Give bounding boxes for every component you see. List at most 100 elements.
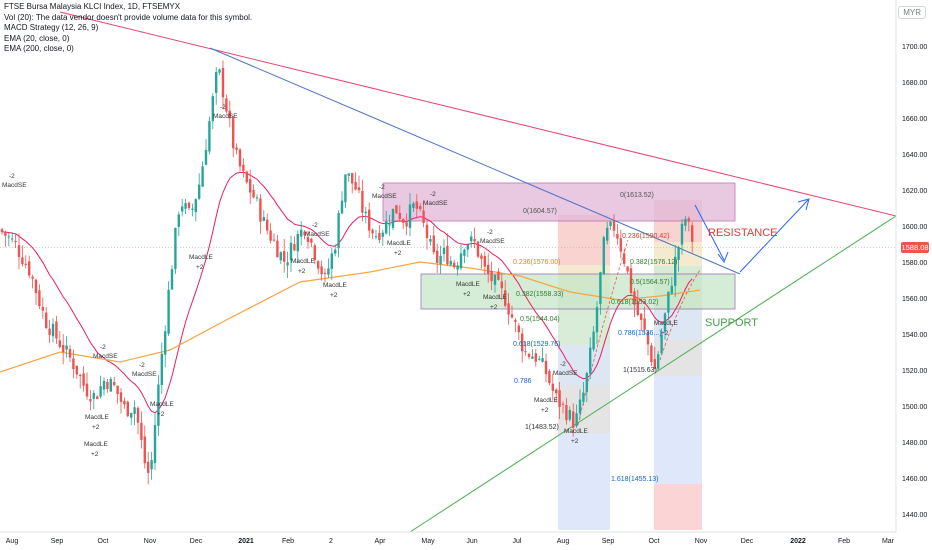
candle-body [602, 237, 605, 275]
macd-delta-label: -2 [379, 184, 385, 191]
time-tick-label: Apr [375, 538, 387, 545]
candle-body [371, 229, 374, 234]
candle-body [242, 164, 245, 171]
macd-delta-label: -2 [487, 229, 493, 236]
candle-body [170, 269, 174, 290]
candle-body [449, 260, 452, 265]
candle-body [510, 314, 514, 318]
price-tick-label: 1680.00 [902, 80, 927, 87]
candle-body [82, 373, 85, 386]
candle-body [157, 384, 160, 426]
candle-body [425, 224, 429, 239]
candle-body [320, 266, 323, 275]
candle-body [51, 323, 55, 337]
legend-macd: MACD Strategy (12, 26, 9) [4, 23, 99, 32]
candle-body [31, 276, 34, 279]
candle-body [218, 69, 221, 73]
fib-label: 1(1483.52) [525, 424, 559, 431]
candle-body [663, 313, 667, 332]
candle-body [58, 340, 61, 347]
fib-label: 0.5(1564.57) [630, 279, 670, 286]
candle-body [524, 351, 527, 353]
candle-body [245, 171, 248, 183]
candle-body [191, 208, 194, 210]
time-tick-label: Dec [741, 538, 754, 545]
currency-selector[interactable]: MYR [898, 6, 926, 19]
candle-body [28, 261, 31, 276]
candle-body [296, 234, 299, 252]
candle-body [626, 266, 629, 272]
fib-label: 1.618(1455.13) [611, 476, 658, 483]
macd-delta-label: +2 [92, 424, 100, 431]
candle-body [636, 301, 639, 315]
resistance-zone [382, 182, 736, 222]
candle-body [238, 149, 242, 167]
macd-delta-label: +2 [330, 292, 338, 299]
candle-body [201, 166, 204, 187]
candle-body [391, 208, 395, 228]
macd-delta-label: +2 [490, 304, 498, 311]
price-tick-label: 1580.00 [902, 260, 927, 267]
time-tick-label: Sep [602, 538, 615, 545]
fib-band-2-ext [654, 484, 702, 530]
macd-short-label: MacdSE [423, 200, 448, 207]
candle-body [300, 229, 303, 237]
legend-title: FTSE Bursa Malaysia KLCI Index, 1D, FTSE… [4, 2, 181, 11]
candle-body [378, 232, 381, 240]
candle-body [160, 353, 163, 385]
candle-body [204, 149, 208, 165]
resistance-annotation: RESISTANCE [708, 227, 777, 239]
candle-body [473, 239, 476, 242]
time-tick-label: Oct [98, 538, 109, 545]
macd-delta-label: +2 [463, 291, 471, 298]
candle-body [646, 331, 650, 345]
candle-body [96, 396, 99, 400]
candle-body [609, 221, 612, 226]
candle-body [283, 251, 286, 262]
time-tick-label: Jun [466, 538, 477, 545]
candle-body [75, 365, 78, 375]
candle-body [109, 378, 112, 392]
candle-body [385, 221, 388, 234]
candle-body [640, 313, 643, 320]
candle-body [592, 331, 595, 350]
candle-body [293, 244, 296, 251]
fib-label: 0.786 [514, 378, 532, 385]
candle-body [381, 232, 384, 237]
candle-body [541, 358, 544, 362]
candle-body [507, 303, 510, 315]
candle-body [490, 270, 493, 282]
candle-body [408, 204, 412, 228]
candle-body [116, 385, 119, 395]
candle-body [361, 191, 364, 213]
macd-long-label: MacdLE [534, 397, 559, 404]
price-tick-label: 1460.00 [902, 476, 927, 483]
candle-body [143, 436, 146, 464]
time-tick-label: May [421, 538, 435, 545]
macd-delta-label: +2 [157, 411, 165, 418]
candle-body [34, 279, 38, 294]
macd-long-label: MacdLE [654, 320, 679, 327]
candle-body [514, 319, 517, 322]
candle-body [561, 403, 565, 405]
candle-body [347, 173, 350, 176]
candle-body [113, 381, 116, 386]
candle-body [412, 203, 415, 208]
time-tick-label: Dec [190, 538, 203, 545]
candle-body [415, 201, 418, 209]
candle-body [493, 274, 497, 285]
candle-body [102, 380, 106, 390]
macd-short-label: MacdSE [372, 193, 397, 200]
candle-body [55, 321, 58, 339]
macd-long-label: MacdLE [150, 401, 175, 408]
candle-body [422, 210, 425, 223]
candle-body [568, 409, 571, 420]
candle-body [585, 372, 588, 393]
candle-body [395, 205, 398, 214]
candle-body [531, 356, 534, 359]
candle-body [595, 307, 599, 333]
macd-delta-label: -2 [312, 222, 318, 229]
candle-body [215, 71, 218, 93]
price-tick-label: 1500.00 [902, 404, 927, 411]
candle-body [357, 187, 361, 191]
